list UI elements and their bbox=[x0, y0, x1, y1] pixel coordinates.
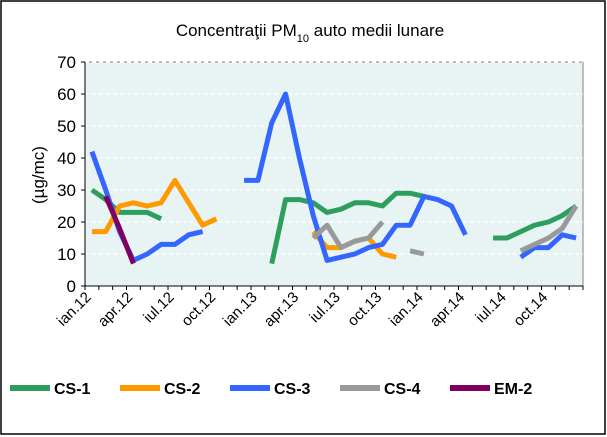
series-line bbox=[311, 220, 385, 251]
y-tick-label: 70 bbox=[57, 53, 76, 72]
legend-label: EM-2 bbox=[494, 381, 532, 398]
title-text: auto medii lunare bbox=[309, 21, 444, 40]
legend-label: CS-1 bbox=[54, 381, 91, 398]
y-tick-label: 50 bbox=[57, 117, 76, 136]
y-tick-label: 20 bbox=[57, 213, 76, 232]
series-line bbox=[103, 195, 136, 265]
plot-area bbox=[84, 61, 584, 287]
series-line bbox=[244, 91, 468, 263]
series-line bbox=[519, 232, 577, 260]
title-subscript: 10 bbox=[297, 33, 309, 45]
y-tick-label: 40 bbox=[57, 149, 76, 168]
y-tick-label: 30 bbox=[57, 181, 76, 200]
legend-label: CS-3 bbox=[274, 381, 311, 398]
series-line bbox=[269, 190, 425, 265]
y-tick-label: 60 bbox=[57, 85, 76, 104]
chart-title: Concentraţii PM10 auto medii lunare bbox=[176, 21, 444, 45]
series-line bbox=[519, 204, 579, 254]
series-line bbox=[91, 177, 218, 235]
series-line bbox=[493, 203, 578, 241]
legend-label: CS-4 bbox=[384, 381, 421, 398]
series-line bbox=[409, 248, 425, 257]
y-axis-label: (µg/mc) bbox=[29, 146, 48, 204]
y-tick-label: 10 bbox=[57, 245, 76, 264]
title-text: Concentraţii PM bbox=[176, 21, 297, 40]
y-tick-label: 0 bbox=[67, 277, 76, 296]
series-line bbox=[90, 187, 163, 222]
legend-label: CS-2 bbox=[164, 381, 201, 398]
